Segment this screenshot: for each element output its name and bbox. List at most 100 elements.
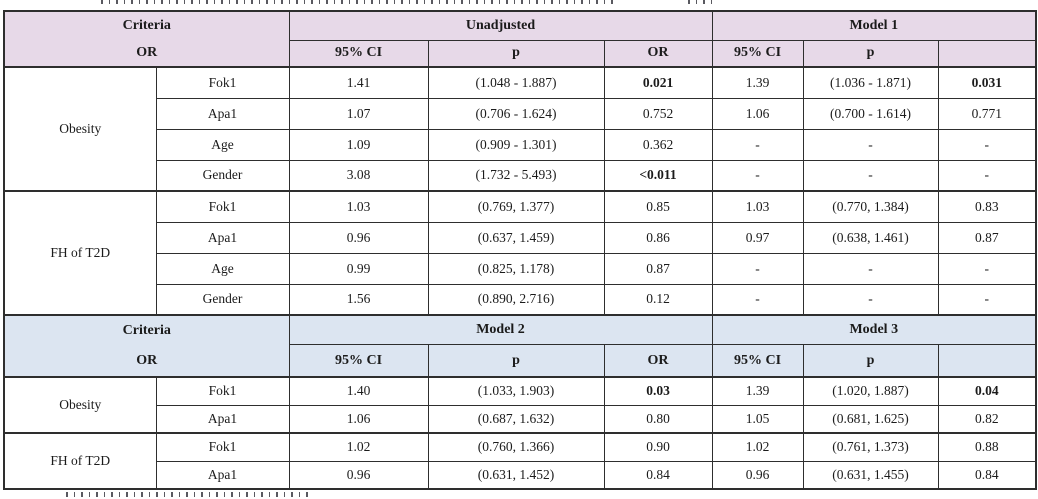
- p-cell: 0.88: [937, 432, 1037, 462]
- ci-cell: (0.769, 1.377): [427, 190, 605, 223]
- or-cell: 0.96: [288, 460, 429, 490]
- subheader-p: p: [427, 344, 605, 378]
- or-cell: 0.99: [288, 252, 429, 285]
- ci-cell: (0.638, 1.461): [802, 221, 939, 254]
- p-cell: 0.84: [603, 460, 713, 490]
- variable-cell: Fok1: [155, 66, 290, 99]
- p-cell: <0.011: [603, 159, 713, 192]
- ci-cell: -: [802, 128, 939, 161]
- or-cell: 1.03: [711, 190, 804, 223]
- table-row: Apa1 0.96 (0.631, 1.452) 0.84 0.96 (0.63…: [4, 460, 1037, 490]
- ci-cell: (0.825, 1.178): [427, 252, 605, 285]
- variable-cell: Fok1: [155, 376, 290, 406]
- table-row: Obesity Fok1 1.40 (1.033, 1.903) 0.03 1.…: [3, 376, 1037, 434]
- or-cell: 1.41: [288, 66, 429, 99]
- or-header-label: OR: [136, 352, 158, 368]
- or-cell: 1.06: [711, 97, 804, 130]
- ci-cell: (1.732 - 5.493): [427, 159, 605, 192]
- variable-cell: Apa1: [155, 97, 290, 130]
- table-row: Age 1.09 (0.909 - 1.301) 0.362 - - -: [4, 128, 1037, 161]
- table-row: Apa1 1.06 (0.687, 1.632) 0.80 1.05 (0.68…: [4, 404, 1037, 434]
- subheader-or: OR: [603, 344, 713, 378]
- p-cell: 0.752: [603, 97, 713, 130]
- model1-group-header: Model 1: [711, 10, 1037, 41]
- ci-cell: (0.706 - 1.624): [427, 97, 605, 130]
- or-cell: -: [711, 128, 804, 161]
- group-name-cell: FH of T2D: [3, 190, 157, 316]
- p-cell: 0.82: [937, 404, 1037, 434]
- p-cell: 0.86: [603, 221, 713, 254]
- p-cell: 0.87: [937, 221, 1037, 254]
- ci-cell: -: [802, 159, 939, 192]
- p-cell: -: [937, 159, 1037, 192]
- ci-cell: (0.631, 1.455): [802, 460, 939, 490]
- p-cell: 0.771: [937, 97, 1037, 130]
- or-cell: 1.02: [711, 432, 804, 462]
- subheader-ci: 95% CI: [711, 39, 804, 68]
- or-cell: 1.39: [711, 376, 804, 406]
- or-cell: -: [711, 252, 804, 285]
- variable-cell: Apa1: [155, 460, 290, 490]
- p-cell: 0.021: [603, 66, 713, 99]
- variable-cell: Fok1: [155, 190, 290, 223]
- ci-cell: -: [802, 283, 939, 316]
- criteria-label: Criteria: [122, 322, 171, 338]
- subheader-p: p: [427, 39, 605, 68]
- clipped-caption-bottom: [66, 492, 312, 497]
- p-cell: 0.031: [937, 66, 1037, 99]
- ci-cell: (0.890, 2.716): [427, 283, 605, 316]
- p-cell: 0.85: [603, 190, 713, 223]
- p-cell: -: [937, 128, 1037, 161]
- p-cell: 0.04: [937, 376, 1037, 406]
- variable-cell: Apa1: [155, 221, 290, 254]
- odds-ratio-table: Criteria OR Unadjusted Model 1 95% CI p …: [3, 10, 1038, 490]
- ci-cell: (0.631, 1.452): [427, 460, 605, 490]
- subheader-p: p: [802, 39, 939, 68]
- variable-cell: Age: [155, 252, 290, 285]
- p-cell: -: [937, 252, 1037, 285]
- table-row: Apa1 1.07 (0.706 - 1.624) 0.752 1.06 (0.…: [4, 97, 1037, 130]
- ci-cell: (0.770, 1.384): [802, 190, 939, 223]
- or-cell: 3.08: [288, 159, 429, 192]
- or-cell: 1.56: [288, 283, 429, 316]
- or-cell: 0.96: [711, 460, 804, 490]
- group-name-cell: Obesity: [3, 66, 157, 192]
- or-cell: 1.05: [711, 404, 804, 434]
- table-row: FH of T2D Fok1 1.03 (0.769, 1.377) 0.85 …: [3, 190, 1037, 316]
- variable-cell: Gender: [155, 159, 290, 192]
- or-header-label: OR: [136, 45, 158, 60]
- ci-cell: (0.637, 1.459): [427, 221, 605, 254]
- ci-cell: (1.036 - 1.871): [802, 66, 939, 99]
- p-cell: 0.03: [603, 376, 713, 406]
- variable-cell: Fok1: [155, 432, 290, 462]
- or-cell: 1.40: [288, 376, 429, 406]
- ci-cell: (0.761, 1.373): [802, 432, 939, 462]
- or-cell: 1.06: [288, 404, 429, 434]
- ci-cell: -: [802, 252, 939, 285]
- table-row: Age 0.99 (0.825, 1.178) 0.87 - - -: [4, 252, 1037, 285]
- p-cell: -: [937, 283, 1037, 316]
- variable-cell: Gender: [155, 283, 290, 316]
- p-cell: 0.84: [937, 460, 1037, 490]
- ci-cell: (1.048 - 1.887): [427, 66, 605, 99]
- p-cell: 0.362: [603, 128, 713, 161]
- subheader-ci: 95% CI: [711, 344, 804, 378]
- p-cell: 0.87: [603, 252, 713, 285]
- subheader-empty: [937, 39, 1037, 68]
- ci-cell: (0.909 - 1.301): [427, 128, 605, 161]
- criteria-header-cell: Criteria OR: [3, 314, 290, 378]
- table-row: Gender 1.56 (0.890, 2.716) 0.12 - - -: [4, 283, 1037, 316]
- subheader-p: p: [802, 344, 939, 378]
- or-cell: -: [711, 283, 804, 316]
- or-cell: -: [711, 159, 804, 192]
- p-cell: 0.12: [603, 283, 713, 316]
- subheader-empty: [937, 344, 1037, 378]
- model3-group-header: Model 3: [711, 314, 1037, 346]
- table-row: Gender 3.08 (1.732 - 5.493) <0.011 - - -: [4, 159, 1037, 192]
- p-cell: 0.83: [937, 190, 1037, 223]
- group-name-cell: Obesity: [3, 376, 157, 434]
- ci-cell: (1.020, 1.887): [802, 376, 939, 406]
- or-cell: 1.03: [288, 190, 429, 223]
- p-cell: 0.90: [603, 432, 713, 462]
- ci-cell: (0.687, 1.632): [427, 404, 605, 434]
